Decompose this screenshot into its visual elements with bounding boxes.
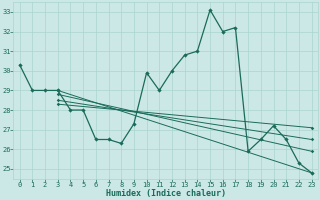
X-axis label: Humidex (Indice chaleur): Humidex (Indice chaleur) — [106, 189, 226, 198]
